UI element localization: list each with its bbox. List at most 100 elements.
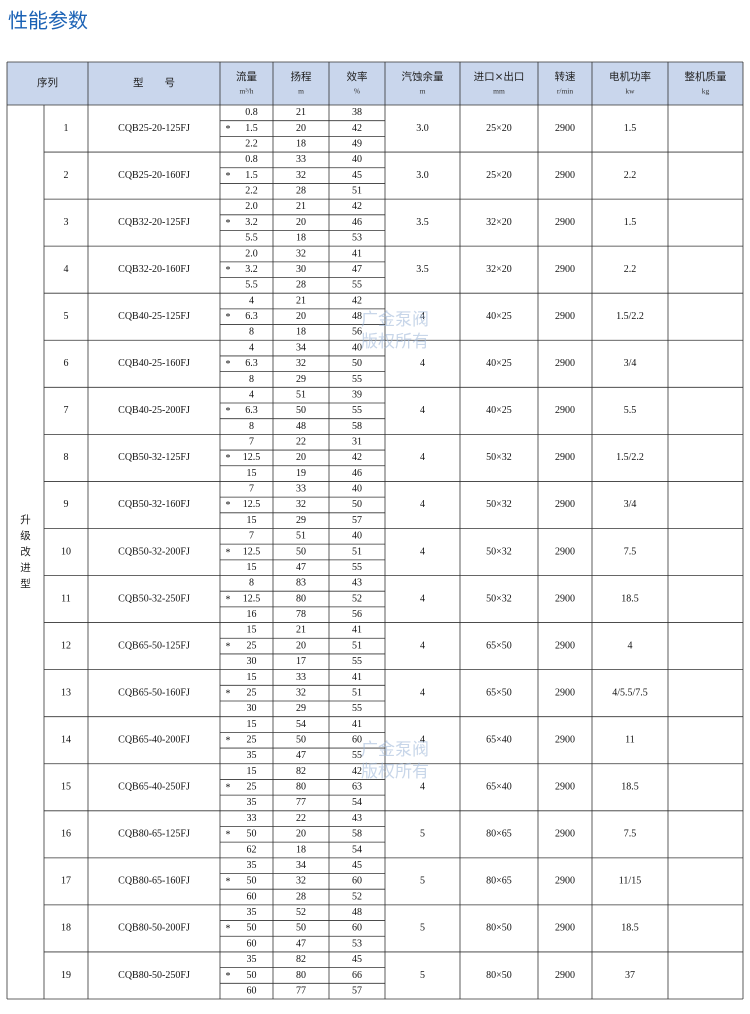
serial: 18 <box>61 923 71 934</box>
cell-power: 2.2 <box>624 264 637 275</box>
header-unit: m³/h <box>240 87 254 96</box>
cell-head: 48 <box>296 421 306 432</box>
cell-eff: 31 <box>352 437 362 448</box>
cell-eff: 55 <box>352 374 362 385</box>
header-unit: mm <box>493 87 505 96</box>
design-mark: * <box>226 124 231 135</box>
cell-port: 80×50 <box>486 970 512 981</box>
group-label: 升 <box>20 514 31 526</box>
cell-flow: 15 <box>247 562 257 573</box>
design-mark: * <box>226 877 231 888</box>
model: CQB65-50-160FJ <box>118 687 190 698</box>
watermark: 广金泵阀 <box>361 310 429 330</box>
cell-port: 40×25 <box>486 358 512 369</box>
cell-speed: 2900 <box>555 499 575 510</box>
cell-flow: 35 <box>247 907 257 918</box>
cell-npsh: 3.5 <box>416 264 429 275</box>
cell-head: 82 <box>296 954 306 965</box>
design-mark: * <box>226 453 231 464</box>
cell-eff: 66 <box>352 970 362 981</box>
serial: 2 <box>64 170 69 181</box>
header-unit: m <box>420 87 426 96</box>
header-cell: 扬程 <box>291 70 312 83</box>
cell-eff: 41 <box>352 719 362 730</box>
cell-port: 32×20 <box>486 217 512 228</box>
cell-flow: 35 <box>247 797 257 808</box>
cell-head: 32 <box>296 876 306 887</box>
cell-head: 82 <box>296 766 306 777</box>
cell-head: 21 <box>296 201 306 212</box>
design-mark: * <box>226 736 231 747</box>
cell-flow: 60 <box>247 985 257 996</box>
cell-eff: 51 <box>352 546 362 557</box>
cell-eff: 45 <box>352 860 362 871</box>
page-title: 性能参数 <box>8 9 88 33</box>
cell-head: 51 <box>296 531 306 542</box>
model: CQB32-20-160FJ <box>118 264 190 275</box>
cell-eff: 55 <box>352 280 362 291</box>
cell-port: 65×40 <box>486 735 512 746</box>
cell-power: 1.5/2.2 <box>616 452 644 463</box>
cell-port: 25×20 <box>486 170 512 181</box>
model: CQB25-20-160FJ <box>118 170 190 181</box>
cell-flow: 60 <box>247 938 257 949</box>
cell-eff: 42 <box>352 123 362 134</box>
cell-head: 32 <box>296 499 306 510</box>
cell-head: 28 <box>296 280 306 291</box>
cell-speed: 2900 <box>555 735 575 746</box>
cell-flow: 60 <box>247 891 257 902</box>
cell-flow: 2.2 <box>245 186 258 197</box>
cell-head: 54 <box>296 719 306 730</box>
cell-head: 80 <box>296 593 306 604</box>
cell-eff: 42 <box>352 295 362 306</box>
cell-flow: 50 <box>247 876 257 887</box>
serial: 6 <box>64 358 69 369</box>
cell-head: 18 <box>296 844 306 855</box>
cell-eff: 42 <box>352 452 362 463</box>
watermark: 版权所有 <box>361 332 429 352</box>
cell-flow: 30 <box>247 656 257 667</box>
cell-flow: 15 <box>247 625 257 636</box>
design-mark: * <box>226 830 231 841</box>
cell-eff: 52 <box>352 593 362 604</box>
group-label: 改 <box>20 545 31 558</box>
design-mark: * <box>226 265 231 276</box>
header-cell: 进口×出口 <box>474 70 525 83</box>
model: CQB50-32-250FJ <box>118 593 190 604</box>
cell-flow: 4 <box>249 389 254 400</box>
cell-head: 22 <box>296 437 306 448</box>
cell-power: 1.5/2.2 <box>616 311 644 322</box>
serial: 7 <box>64 405 69 416</box>
cell-head: 20 <box>296 123 306 134</box>
cell-npsh: 4 <box>420 640 425 651</box>
cell-eff: 50 <box>352 358 362 369</box>
cell-eff: 40 <box>352 154 362 165</box>
cell-power: 3/4 <box>624 358 637 369</box>
cell-speed: 2900 <box>555 311 575 322</box>
cell-eff: 51 <box>352 186 362 197</box>
model: CQB40-25-125FJ <box>118 311 190 322</box>
cell-head: 28 <box>296 186 306 197</box>
serial: 19 <box>61 970 71 981</box>
cell-port: 50×32 <box>486 546 512 557</box>
model: CQB65-40-200FJ <box>118 735 190 746</box>
cell-eff: 55 <box>352 750 362 761</box>
cell-flow: 12.5 <box>243 593 261 604</box>
cell-port: 65×40 <box>486 782 512 793</box>
cell-eff: 63 <box>352 782 362 793</box>
cell-eff: 47 <box>352 264 362 275</box>
model: CQB50-32-160FJ <box>118 499 190 510</box>
serial: 11 <box>61 593 71 604</box>
cell-eff: 54 <box>352 797 362 808</box>
cell-power: 11 <box>625 735 635 746</box>
cell-flow: 50 <box>247 829 257 840</box>
cell-head: 50 <box>296 405 306 416</box>
cell-speed: 2900 <box>555 640 575 651</box>
cell-npsh: 4 <box>420 546 425 557</box>
cell-eff: 41 <box>352 625 362 636</box>
cell-flow: 15 <box>247 672 257 683</box>
cell-speed: 2900 <box>555 123 575 134</box>
cell-head: 33 <box>296 672 306 683</box>
cell-npsh: 4 <box>420 405 425 416</box>
model: CQB40-25-160FJ <box>118 358 190 369</box>
